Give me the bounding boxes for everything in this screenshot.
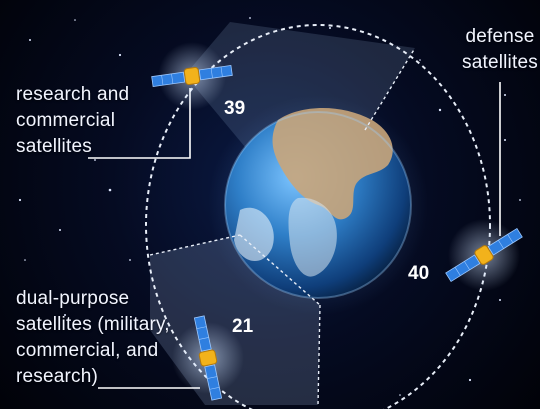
count-research: 39 — [224, 98, 246, 119]
leader-lines — [88, 82, 501, 389]
continent-africa — [288, 197, 337, 277]
earth-globe — [224, 107, 412, 299]
label-defense: defense satellites — [462, 26, 538, 73]
label-dual: dual-purpose satellites (military, comme… — [16, 288, 170, 387]
starfield — [18, 17, 521, 396]
continent-europe-asia — [272, 107, 393, 220]
satellite-icon — [151, 42, 233, 110]
cloud-band — [234, 207, 274, 262]
satellite-icon — [172, 315, 244, 401]
sector-boundaries — [149, 47, 416, 406]
count-defense: 40 — [408, 263, 430, 284]
satellite-icon — [445, 219, 523, 291]
count-dual: 21 — [232, 316, 254, 337]
label-research: research and commercial satellites — [16, 84, 130, 157]
